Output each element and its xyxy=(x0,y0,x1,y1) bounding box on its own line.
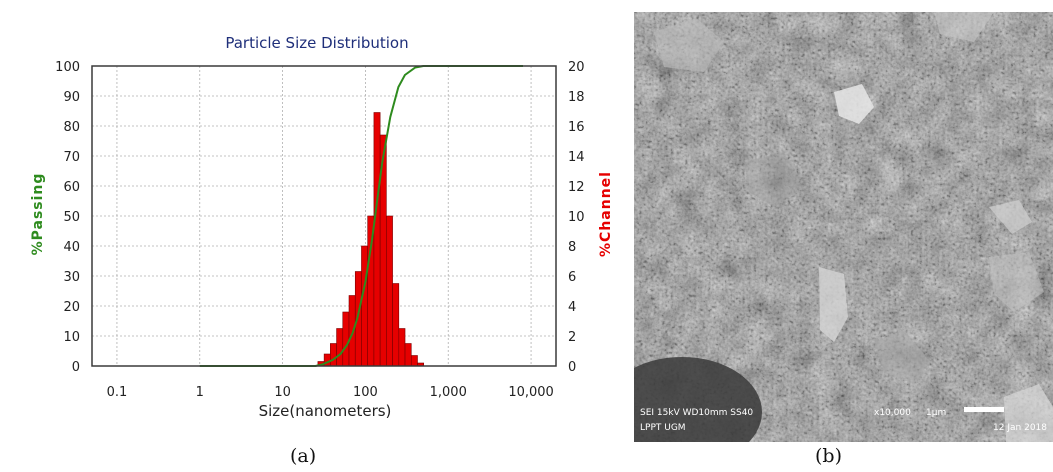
sem-info-line2: LPPT UGM xyxy=(640,423,686,433)
sem-scale-label: 1µm xyxy=(926,408,946,418)
particle-size-chart-panel: 0 10 20 30 40 50 60 70 80 90 100 0 2 4 6 8 10 12 14 16 18 20 0… xyxy=(0,0,628,440)
channel-bar xyxy=(374,113,380,367)
x-tick-label: 10 xyxy=(274,385,291,400)
y-left-tick-label: 10 xyxy=(63,330,80,345)
x-tick-label: 1,000 xyxy=(430,385,467,400)
x-tick-label: 1 xyxy=(196,385,204,400)
channel-bar xyxy=(399,329,405,367)
channel-bar xyxy=(337,329,343,367)
y-right-tick-label: 0 xyxy=(568,360,576,375)
y-left-tick-label: 60 xyxy=(63,180,80,195)
y-left-axis-label: %Passing xyxy=(30,173,46,256)
sem-magnification: x10,000 xyxy=(874,408,911,418)
channel-bar xyxy=(386,216,392,366)
y-left-tick-label: 50 xyxy=(63,210,80,225)
y-left-tick-label: 70 xyxy=(63,150,80,165)
channel-bars xyxy=(318,113,424,367)
y-right-tick-label: 18 xyxy=(568,90,585,105)
sem-info-line1: SEI 15kV WD10mm SS40 xyxy=(640,408,753,418)
y-left-tick-label: 90 xyxy=(63,90,80,105)
y-right-tick-label: 2 xyxy=(568,330,576,345)
channel-bar xyxy=(343,312,349,366)
y-right-axis-label: %Channel xyxy=(598,171,614,257)
sem-micrograph: SEI 15kV WD10mm SS40 LPPT UGM x10,000 1µ… xyxy=(634,12,1053,442)
y-left-tick-label: 80 xyxy=(63,120,80,135)
y-right-tick-label: 14 xyxy=(568,150,585,165)
channel-bar xyxy=(393,284,399,367)
sem-image-panel: SEI 15kV WD10mm SS40 LPPT UGM x10,000 1µ… xyxy=(634,12,1053,442)
y-right-tick-label: 8 xyxy=(568,240,576,255)
y-right-tick-label: 10 xyxy=(568,210,585,225)
x-tick-label: 10,000 xyxy=(508,385,554,400)
chart-title: Particle Size Distribution xyxy=(225,34,408,52)
channel-bar xyxy=(405,344,411,367)
y-right-tick-label: 6 xyxy=(568,270,576,285)
axis-labels: 0 10 20 30 40 50 60 70 80 90 100 0 2 4 6 8 10 12 14 16 18 20 0… xyxy=(55,60,584,400)
caption-b: (b) xyxy=(815,445,842,467)
y-left-tick-label: 20 xyxy=(63,300,80,315)
x-tick-label: 0.1 xyxy=(107,385,128,400)
y-left-tick-label: 30 xyxy=(63,270,80,285)
sem-date: 12 Jan 2018 xyxy=(993,423,1047,433)
grid-layer xyxy=(92,66,556,366)
channel-bar xyxy=(330,344,336,367)
x-axis-label: Size(nanometers) xyxy=(259,402,392,420)
y-right-tick-label: 12 xyxy=(568,180,585,195)
sem-scale-bar xyxy=(964,407,1004,412)
caption-a: (a) xyxy=(290,445,316,467)
y-left-tick-label: 0 xyxy=(72,360,80,375)
channel-bar xyxy=(411,356,417,367)
y-left-tick-label: 100 xyxy=(55,60,80,75)
x-tick-label: 100 xyxy=(353,385,378,400)
y-left-tick-label: 40 xyxy=(63,240,80,255)
y-right-tick-label: 16 xyxy=(568,120,585,135)
y-right-tick-label: 20 xyxy=(568,60,585,75)
channel-bar xyxy=(361,246,367,366)
y-right-tick-label: 4 xyxy=(568,300,576,315)
particle-size-chart: 0 10 20 30 40 50 60 70 80 90 100 0 2 4 6 8 10 12 14 16 18 20 0… xyxy=(0,0,628,440)
